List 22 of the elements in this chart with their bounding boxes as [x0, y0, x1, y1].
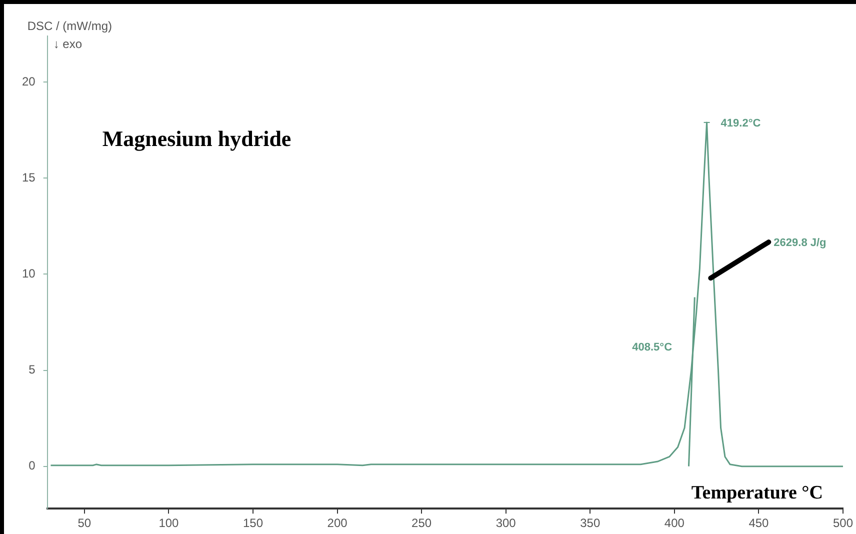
- x-tick-label: 300: [496, 516, 516, 530]
- x-tick-label: 150: [242, 516, 264, 530]
- x-tick-label: 200: [327, 516, 348, 530]
- annotation: ↓ exo: [53, 37, 82, 51]
- y-tick-label: 0: [28, 458, 36, 473]
- y-tick-label: 20: [22, 74, 36, 88]
- x-tick-label: 100: [158, 516, 180, 530]
- annotation: 419.2°C: [720, 117, 761, 130]
- x-axis-title: Temperature °C: [691, 482, 823, 504]
- x-tick-label: 250: [412, 516, 432, 530]
- text: Magnesium hydride: [102, 126, 292, 151]
- x-tick-label: 400: [664, 516, 685, 530]
- x-tick-label: 50: [78, 516, 92, 530]
- y-axis-title: DSC / (mW/mg): [27, 19, 112, 33]
- y-tick-label: 15: [22, 170, 36, 184]
- y-tick-label: 5: [28, 362, 36, 377]
- x-tick-label: 450: [748, 516, 770, 530]
- annotation: 408.5°C: [632, 341, 672, 354]
- x-tick-label: 500: [832, 516, 854, 530]
- annotation: 2629.8 J/g: [774, 237, 826, 250]
- y-tick-label: 10: [22, 266, 36, 281]
- x-tick-label: 350: [580, 516, 600, 530]
